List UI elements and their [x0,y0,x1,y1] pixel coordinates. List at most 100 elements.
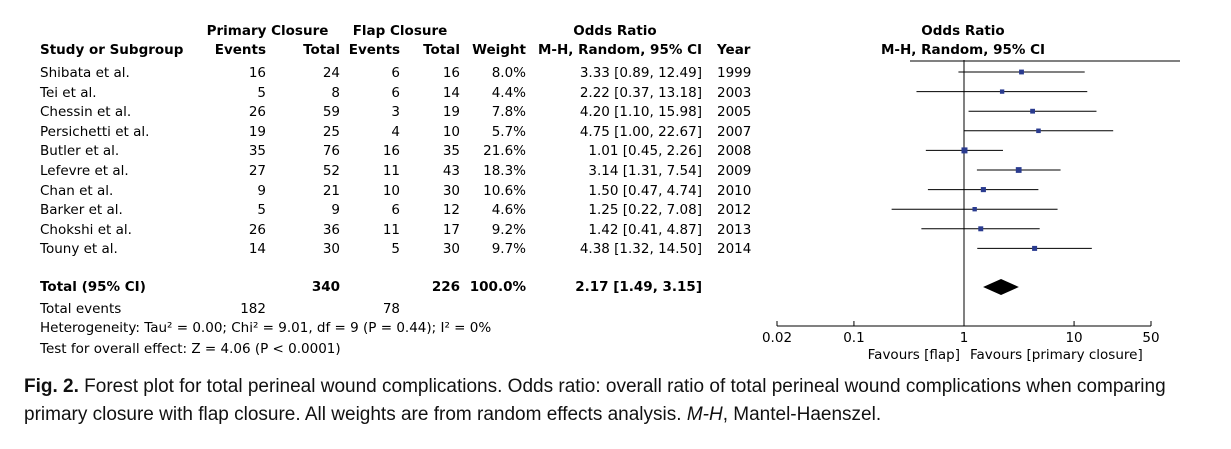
cell-name: Chessin et al. [40,104,132,121]
header-study: Study or Subgroup [40,42,184,58]
cell-t2: 14 [442,84,460,101]
cell-e1: 26 [248,221,266,238]
header-events-flap: Events [348,42,400,58]
cell-t2: 35 [442,143,460,160]
header-method: M-H, Random, 95% CI [537,42,702,58]
cell-e2: 10 [382,182,400,199]
cell-ci: 1.42 [0.41, 4.87] [588,221,702,238]
header-primary-closure: Primary Closure [206,23,329,39]
cell-name: Butler et al. [40,143,120,160]
cell-ci: 4.75 [1.00, 22.67] [579,123,702,140]
caption-abbr: M-H [686,404,723,425]
point-estimate [978,226,984,232]
x-tick-label: 0.02 [762,330,792,346]
cell-ci: 1.01 [0.45, 2.26] [588,143,702,160]
cell-e2: 6 [391,65,400,81]
point-estimate [1036,128,1041,134]
cell-t1: 30 [322,241,340,258]
cell-year: 2005 [717,104,752,121]
point-estimate [980,187,986,193]
total-ci: 2.17 [1.49, 3.15] [575,279,702,295]
cell-name: Persichetti et al. [40,123,150,140]
total-events-flap: 78 [382,301,400,317]
cell-weight: 10.6% [483,182,526,199]
header-year: Year [717,42,751,58]
plot-method: M-H, Random, 95% CI [880,42,1046,58]
cell-e2: 5 [391,241,400,258]
cell-e1: 14 [248,241,266,258]
point-estimate [961,147,968,154]
cell-t2: 10 [442,123,460,140]
overall-effect-text: Test for overall effect: Z = 4.06 (P < 0… [40,341,341,357]
cell-t1: 8 [331,84,340,101]
cell-t2: 30 [442,182,460,199]
cell-t2: 30 [442,241,460,258]
caption-text-end: , Mantel-Haenszel. [722,404,882,425]
cell-e2: 6 [391,202,400,219]
cell-weight: 5.7% [491,123,526,140]
cell-t1: 76 [322,143,340,160]
cell-t2: 19 [442,104,460,121]
cell-year: 1999 [717,65,752,81]
cell-e1: 5 [257,84,266,101]
cell-ci: 3.33 [0.89, 12.49] [579,65,702,81]
cell-t1: 24 [322,65,340,81]
cell-weight: 21.6% [483,143,526,160]
forest-plot-svg: 0.02 0.1 1 10 50 Favours [flap] Favours [prima… [762,60,1180,363]
cell-t1: 9 [331,202,340,219]
header-weight: Weight [472,42,526,58]
cell-name: Touny et al. [40,241,118,258]
point-estimate [972,207,977,212]
cell-year: 2013 [717,221,752,238]
header-total-primary: Total [303,42,340,58]
point-estimate [999,89,1005,94]
total-primary: 340 [311,279,340,295]
x-tick-label: 1 [960,330,969,346]
caption-text: Forest plot for total perineal wound com… [24,376,1166,425]
x-tick-label: 10 [1065,330,1082,346]
cell-weight: 18.3% [483,163,526,179]
cell-t1: 21 [322,182,340,199]
point-estimate [1032,245,1038,251]
cell-weight: 9.7% [491,241,526,258]
cell-weight: 9.2% [491,221,526,238]
cell-name: Chan et al. [40,182,114,199]
header-total-flap: Total [423,42,460,58]
cell-e2: 11 [382,163,400,179]
header-events-primary: Events [214,42,266,58]
x-tick-label: 0.1 [843,330,864,346]
cell-ci: 3.14 [1.31, 7.54] [588,163,702,179]
point-estimate [1030,108,1036,114]
total-events-label: Total events [40,301,122,317]
cell-t2: 16 [442,65,460,81]
plot-title: Odds Ratio [921,23,1005,39]
cell-ci: 2.22 [0.37, 13.18] [579,84,702,101]
favours-left-label: Favours [flap] [868,347,960,363]
caption-fig-label: Fig. 2. [24,376,79,397]
cell-weight: 4.4% [491,84,526,101]
cell-e1: 26 [248,104,266,121]
cell-e1: 16 [248,65,266,81]
cell-year: 2012 [717,202,752,219]
cell-name: Barker et al. [40,202,123,219]
cell-year: 2010 [717,182,752,199]
cell-year: 2003 [717,84,752,101]
cell-e2: 11 [382,221,400,238]
cell-year: 2008 [717,143,752,160]
total-flap: 226 [431,279,460,295]
cell-year: 2014 [717,241,752,258]
forest-plot-figure: Primary Closure Flap Closure Odds Ratio … [40,23,1180,363]
header-odds-ratio: Odds Ratio [573,23,657,39]
header-flap-closure: Flap Closure [352,23,448,39]
point-estimate [1015,167,1022,173]
cell-t2: 43 [442,163,460,179]
cell-name: Tei et al. [40,84,97,101]
cell-year: 2007 [717,123,752,140]
cell-weight: 4.6% [491,202,526,219]
point-estimate [1019,69,1024,75]
cell-t1: 52 [322,163,340,179]
cell-t2: 12 [442,202,460,219]
cell-t1: 36 [322,221,340,238]
cell-name: Chokshi et al. [40,221,132,238]
cell-ci: 1.50 [0.47, 4.74] [588,182,702,199]
